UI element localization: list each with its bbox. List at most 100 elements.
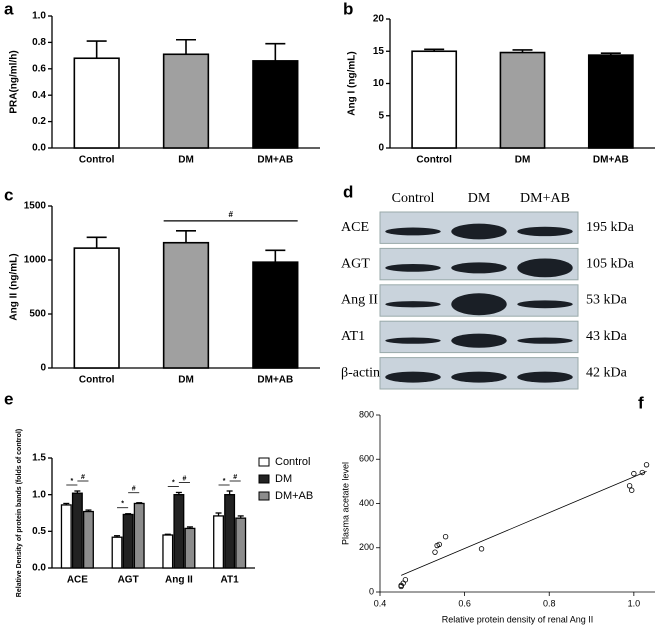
x-axis-label: Relative protein density of renal Ang II bbox=[442, 614, 594, 624]
legend-label: DM+AB bbox=[275, 490, 313, 502]
blot-band bbox=[451, 293, 507, 316]
bar bbox=[73, 57, 120, 149]
x-tick-label: 0.4 bbox=[374, 598, 387, 608]
point bbox=[639, 469, 646, 476]
bar bbox=[122, 513, 134, 569]
panel-letter: e bbox=[4, 389, 13, 408]
x-tick-label: Ang II bbox=[165, 575, 193, 586]
blot-band bbox=[451, 333, 507, 348]
bar bbox=[133, 502, 145, 569]
blot-band bbox=[451, 223, 507, 240]
row-label: AGT bbox=[341, 256, 370, 271]
row-label: AT1 bbox=[341, 329, 365, 344]
panel-letter: d bbox=[343, 182, 353, 201]
row-size: 105 kDa bbox=[586, 256, 635, 271]
row-size: 42 kDa bbox=[586, 366, 628, 381]
x-tick-label: AGT bbox=[118, 575, 139, 586]
y-axis-label: Ang I (ng/mL) bbox=[347, 51, 358, 115]
significance-label: # bbox=[228, 210, 233, 219]
point bbox=[629, 487, 635, 493]
point bbox=[442, 533, 449, 540]
blot-band bbox=[517, 226, 573, 237]
bar bbox=[252, 261, 299, 369]
y-axis-label: Relative Density of protein bands (folds… bbox=[16, 429, 23, 597]
column-label: DM+AB bbox=[520, 191, 570, 206]
point bbox=[626, 483, 633, 489]
y-tick-label: 0 bbox=[378, 143, 384, 154]
x-tick-label: DM bbox=[178, 375, 194, 386]
x-tick-label: AT1 bbox=[221, 575, 240, 586]
y-tick-label: 500 bbox=[29, 309, 46, 320]
bar bbox=[252, 60, 299, 149]
y-tick-label: 5 bbox=[378, 110, 384, 121]
blot-band bbox=[385, 371, 441, 383]
y-tick-label: 20 bbox=[373, 14, 385, 25]
row-size: 195 kDa bbox=[586, 220, 635, 235]
blot-band bbox=[385, 227, 441, 236]
y-tick-label: 0.8 bbox=[32, 37, 46, 48]
point bbox=[478, 546, 485, 552]
bar bbox=[82, 510, 94, 569]
blot-band bbox=[451, 371, 507, 383]
significance-label: * bbox=[172, 479, 175, 486]
panel-letter: b bbox=[343, 0, 353, 18]
x-tick-label: DM+AB bbox=[257, 375, 293, 386]
bar bbox=[162, 534, 174, 569]
row-label: β-actin bbox=[341, 366, 380, 381]
x-tick-label: 0.8 bbox=[543, 598, 556, 608]
panel-letter: c bbox=[4, 185, 13, 204]
legend-label: DM bbox=[275, 473, 292, 485]
fit-line bbox=[400, 471, 647, 576]
bar bbox=[587, 54, 634, 149]
y-tick-label: 1.0 bbox=[32, 11, 46, 22]
significance-label: # bbox=[233, 474, 237, 481]
y-axis-label: Ang II (ng/mL) bbox=[9, 253, 20, 320]
point bbox=[398, 583, 404, 590]
x-tick-label: 0.6 bbox=[458, 598, 471, 608]
point bbox=[631, 470, 637, 477]
y-tick-label: 0.0 bbox=[32, 143, 46, 154]
y-tick-label: 1500 bbox=[24, 201, 47, 212]
significance-label: * bbox=[70, 478, 73, 485]
bar bbox=[111, 536, 123, 569]
bar bbox=[71, 492, 83, 569]
y-tick-label: 1000 bbox=[24, 255, 47, 266]
y-tick-label: 1.0 bbox=[32, 489, 46, 500]
x-tick-label: Control bbox=[79, 155, 115, 166]
y-tick-label: 0.0 bbox=[32, 563, 46, 574]
point bbox=[402, 577, 409, 583]
significance-label: # bbox=[81, 474, 85, 481]
bar bbox=[73, 247, 120, 369]
point bbox=[432, 549, 438, 555]
x-tick-label: Control bbox=[79, 375, 115, 386]
bar bbox=[173, 494, 185, 569]
significance-label: # bbox=[132, 486, 136, 493]
y-tick-label: 0.2 bbox=[32, 116, 46, 127]
y-tick-label: 400 bbox=[359, 498, 374, 508]
x-tick-label: DM+AB bbox=[257, 155, 293, 166]
y-tick-label: 10 bbox=[373, 78, 385, 89]
legend-swatch bbox=[258, 474, 270, 484]
row-label: Ang II bbox=[341, 293, 378, 308]
y-axis-label: PRA(ng/ml/h) bbox=[9, 50, 20, 113]
y-tick-label: 1.5 bbox=[32, 453, 46, 464]
y-tick-label: 0 bbox=[369, 586, 374, 596]
y-tick-label: 15 bbox=[373, 46, 385, 57]
x-tick-label: ACE bbox=[67, 575, 88, 586]
bar bbox=[411, 50, 458, 149]
bar bbox=[499, 51, 546, 149]
column-label: DM bbox=[468, 191, 491, 206]
row-size: 53 kDa bbox=[586, 293, 628, 308]
blot-band bbox=[385, 301, 441, 308]
blot-band bbox=[385, 337, 441, 344]
y-axis-label: Plasma acetate level bbox=[340, 462, 350, 545]
blot-band bbox=[517, 337, 573, 344]
significance-label: * bbox=[121, 501, 124, 508]
point bbox=[643, 462, 650, 468]
blot-band bbox=[517, 258, 573, 278]
legend-swatch bbox=[258, 457, 270, 467]
x-tick-label: DM bbox=[178, 155, 194, 166]
legend-swatch bbox=[258, 491, 270, 501]
bar bbox=[60, 504, 72, 569]
